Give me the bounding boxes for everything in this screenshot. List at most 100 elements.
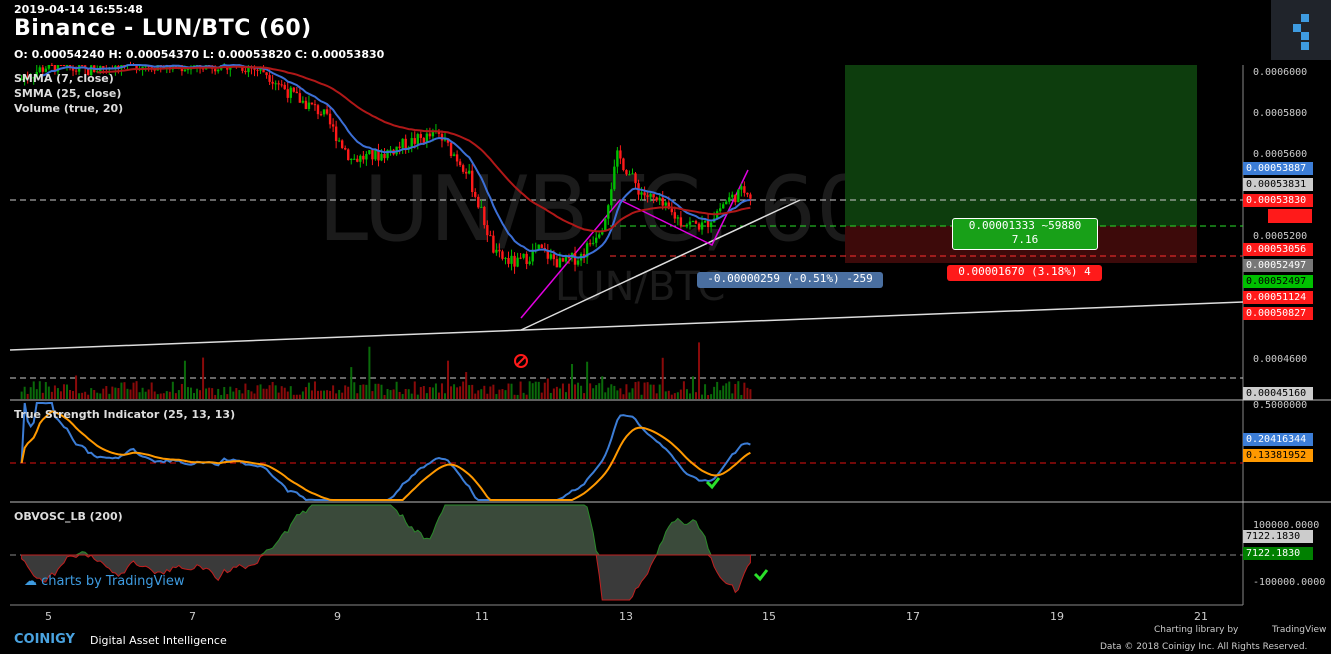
timestamp: 2019-04-14 16:55:48 xyxy=(14,3,143,16)
volume-bar xyxy=(395,381,398,399)
candle-body xyxy=(398,146,401,148)
coinigy-brand[interactable]: COINIGY xyxy=(14,632,75,647)
volume-bar xyxy=(168,391,171,399)
candle-body xyxy=(183,69,187,72)
candle-body xyxy=(740,186,743,190)
long-trendline[interactable] xyxy=(9,301,1244,351)
volume-bar xyxy=(389,390,392,399)
volume-bar xyxy=(359,385,362,399)
volume-bar xyxy=(78,393,81,399)
target-info-box[interactable]: 0.00001333 ~59880 7.16 xyxy=(952,218,1098,250)
candle-body xyxy=(531,250,534,262)
candle-body xyxy=(316,105,320,115)
volume-bar xyxy=(419,387,422,399)
candle-body xyxy=(598,234,601,238)
candle-body xyxy=(262,67,265,73)
volume-bar xyxy=(422,386,425,399)
candle-body xyxy=(673,212,677,219)
volume-bar xyxy=(183,360,186,399)
candle-body xyxy=(455,154,459,162)
candle-body xyxy=(516,257,519,267)
rising-trendline[interactable] xyxy=(520,199,801,331)
candle-body xyxy=(492,235,495,253)
tradingview-watermark[interactable]: ☁ charts by TradingView xyxy=(24,574,184,589)
volume-bar xyxy=(571,363,574,399)
volume-bar xyxy=(199,390,202,399)
target-info-text-2: 7.16 xyxy=(1011,233,1039,246)
volume-bar xyxy=(329,390,332,399)
candle-body xyxy=(328,113,332,125)
candle-body xyxy=(347,149,350,160)
x-tick: 7 xyxy=(189,610,196,623)
candle-body xyxy=(334,126,338,142)
tradingview-link[interactable]: TradingView xyxy=(1272,625,1327,635)
candle-body xyxy=(585,243,589,258)
volume-bar xyxy=(492,384,495,399)
volume-bar xyxy=(434,383,437,399)
candle-body xyxy=(664,202,667,206)
candle-body xyxy=(44,68,48,72)
cloud-icon: ☁ xyxy=(24,574,37,589)
volume-bar xyxy=(313,381,316,399)
smma7-legend[interactable]: SMMA (7, close) xyxy=(14,72,114,85)
candle-body xyxy=(588,243,592,245)
stop-info-box[interactable]: 0.00001670 (3.18%) 4 xyxy=(947,265,1102,281)
volume-legend[interactable]: Volume (true, 20) xyxy=(14,102,124,115)
candle-body xyxy=(359,155,362,162)
candle-body xyxy=(389,149,392,151)
candle-body xyxy=(731,194,734,198)
volume-bar xyxy=(513,394,516,399)
long-target-zone[interactable] xyxy=(845,65,1197,226)
volume-bar xyxy=(583,393,586,399)
candle-body xyxy=(32,77,35,79)
candle-body xyxy=(295,91,299,94)
candle-body xyxy=(458,161,462,166)
volume-bar xyxy=(444,393,446,399)
volume-bar xyxy=(456,387,459,399)
candle-body xyxy=(495,249,498,253)
candle-body xyxy=(582,254,586,258)
obv-legend[interactable]: OBVOSC_LB (200) xyxy=(14,510,123,523)
volume-bar xyxy=(229,386,232,399)
candle-body xyxy=(679,217,683,226)
volume-bar xyxy=(643,382,646,399)
smma25-legend[interactable]: SMMA (25, close) xyxy=(14,87,122,100)
measure-info-box[interactable]: -0.00000259 (-0.51%) -259 xyxy=(697,272,883,288)
volume-bar xyxy=(416,394,419,399)
volume-bar xyxy=(147,389,150,399)
volume-bar xyxy=(286,391,289,399)
coinigy-logo-icon[interactable] xyxy=(1271,0,1331,60)
pattern-drawing[interactable] xyxy=(520,169,749,319)
volume-bar xyxy=(20,391,23,399)
price-tag: 0.00052497 xyxy=(1243,259,1313,272)
candle-body xyxy=(377,150,380,161)
candle-body xyxy=(374,150,377,160)
tsi-legend[interactable]: True Strength Indicator (25, 13, 13) xyxy=(14,408,236,421)
volume-bar xyxy=(561,383,564,399)
volume-bar xyxy=(332,385,335,399)
volume-bar xyxy=(307,382,310,399)
volume-bar xyxy=(425,393,428,399)
candle-body xyxy=(682,225,686,227)
volume-bar xyxy=(323,390,326,399)
volume-bar xyxy=(716,381,719,399)
volume-bar xyxy=(701,394,704,399)
candle-body xyxy=(344,147,347,150)
candle-body xyxy=(522,253,525,258)
candle-body xyxy=(371,150,374,160)
candle-body xyxy=(71,67,75,71)
volume-bar xyxy=(749,389,752,399)
candle-body xyxy=(283,84,286,90)
candle-body xyxy=(591,242,595,244)
volume-bar xyxy=(262,388,265,399)
candle-body xyxy=(691,221,695,223)
volume-bar xyxy=(205,388,208,399)
candle-body xyxy=(356,158,359,162)
volume-bar xyxy=(72,390,75,399)
volume-bar xyxy=(62,384,65,399)
volume-bar xyxy=(50,391,53,399)
volume-bar xyxy=(96,392,99,399)
volume-bar xyxy=(150,382,153,399)
volume-bar xyxy=(220,394,223,399)
